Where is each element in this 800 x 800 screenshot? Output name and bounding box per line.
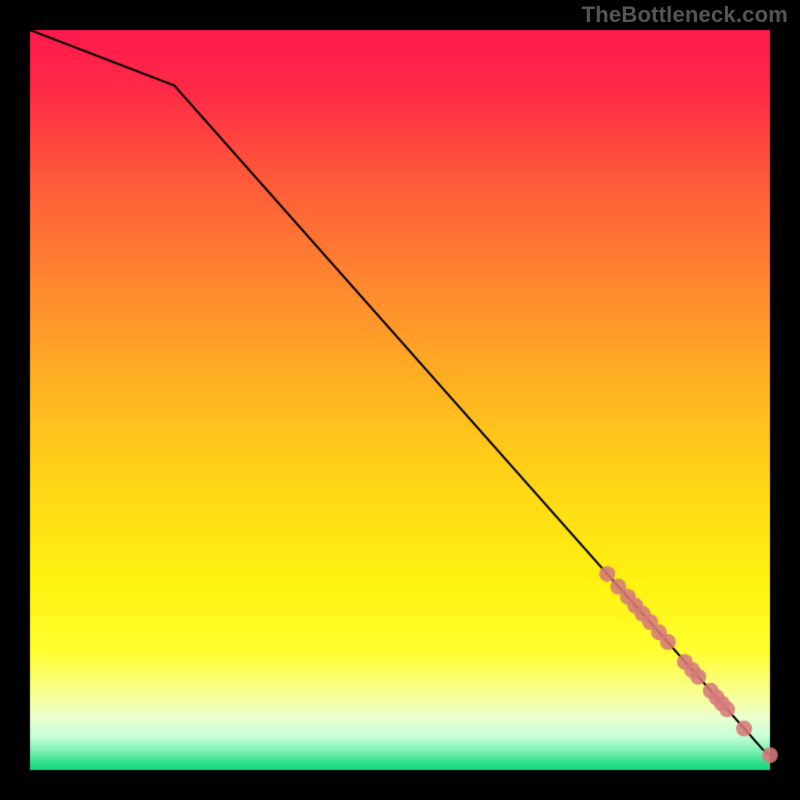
chart-stage: TheBottleneck.com	[0, 0, 800, 800]
chart-canvas	[0, 0, 800, 800]
watermark-text: TheBottleneck.com	[582, 2, 788, 28]
